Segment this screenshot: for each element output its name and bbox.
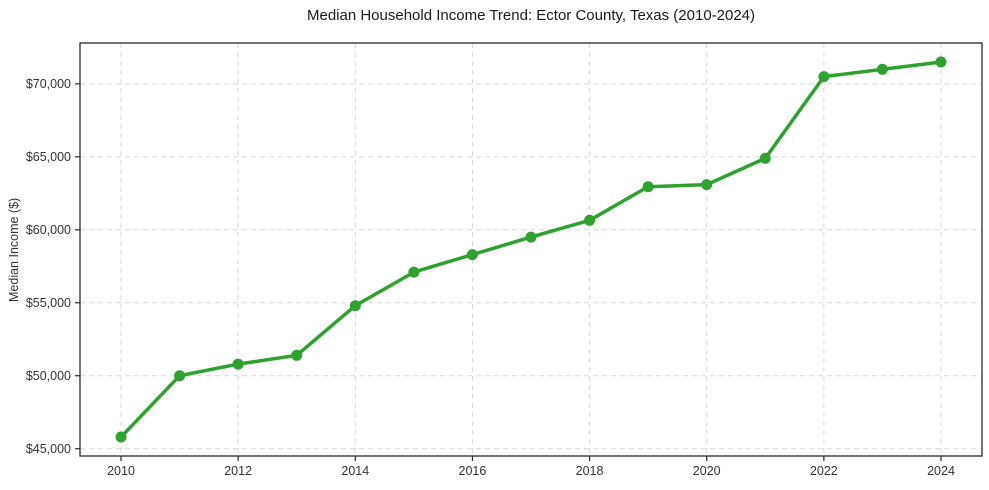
data-point — [291, 349, 303, 361]
data-point — [525, 231, 537, 243]
data-point — [935, 56, 947, 68]
data-point — [466, 249, 478, 261]
x-tick-label: 2024 — [927, 464, 955, 478]
y-tick-label: $45,000 — [26, 442, 71, 456]
x-tick-label: 2020 — [693, 464, 721, 478]
data-point — [115, 431, 127, 443]
x-tick-label: 2018 — [576, 464, 604, 478]
x-tick-label: 2014 — [341, 464, 369, 478]
data-point — [584, 214, 596, 226]
data-point — [701, 179, 713, 191]
chart-title: Median Household Income Trend: Ector Cou… — [306, 7, 756, 24]
trend-line — [119, 60, 943, 439]
data-point — [174, 370, 186, 382]
y-tick-label: $60,000 — [26, 223, 71, 237]
x-tick-label: 2012 — [224, 464, 252, 478]
x-tick-label: 2016 — [459, 464, 487, 478]
y-tick-label: $70,000 — [26, 77, 71, 91]
data-point — [759, 152, 771, 164]
data-point — [349, 300, 361, 312]
y-tick-label: $65,000 — [26, 150, 71, 164]
y-axis-label: Median Income ($) — [7, 197, 21, 302]
data-point — [408, 266, 420, 278]
x-tick-label: 2010 — [107, 464, 135, 478]
data-point — [642, 181, 654, 193]
x-tick-label: 2022 — [810, 464, 838, 478]
y-tick-label: $55,000 — [26, 296, 71, 310]
data-point — [232, 358, 244, 370]
plot-border — [79, 42, 983, 457]
data-point — [876, 63, 888, 75]
data-point — [818, 71, 830, 83]
y-tick-label: $50,000 — [26, 369, 71, 383]
